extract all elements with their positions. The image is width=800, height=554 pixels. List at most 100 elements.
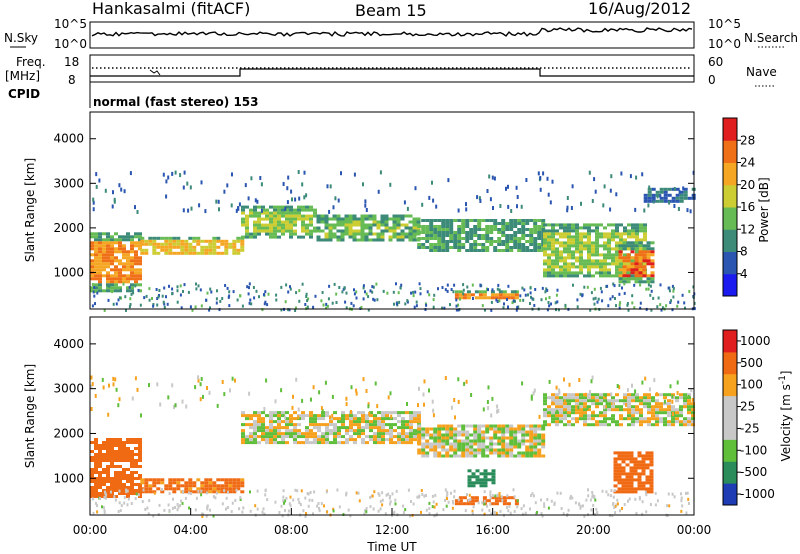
power-cell xyxy=(642,250,647,254)
power-cell xyxy=(94,247,98,251)
power-cell xyxy=(433,237,438,240)
velocity-cell xyxy=(90,474,94,477)
velocity-cell xyxy=(629,457,634,461)
velocity-cell xyxy=(583,417,587,421)
velocity-cell xyxy=(613,478,618,482)
power-cell xyxy=(106,256,110,260)
power-cell xyxy=(400,217,405,221)
velocity-cell xyxy=(627,408,631,412)
velocity-cell xyxy=(477,439,482,443)
power-cell xyxy=(412,232,417,236)
velocity-cell xyxy=(289,417,293,421)
power-speckle-cell xyxy=(165,194,168,199)
velocity-cell xyxy=(482,496,487,500)
velocity-cell xyxy=(687,408,691,412)
velocity-cell xyxy=(637,475,642,479)
power-cell xyxy=(293,220,297,224)
velocity-cell xyxy=(679,420,683,424)
power-cell xyxy=(489,231,494,234)
velocity-noise-cell xyxy=(493,510,496,514)
power-cell xyxy=(172,245,177,249)
power-speckle-cell xyxy=(332,205,335,210)
velocity-cell xyxy=(625,454,630,458)
velocity-cell xyxy=(333,417,337,421)
velocity-speckle-cell xyxy=(197,375,200,380)
power-ylabel: Slant Range [km] xyxy=(23,158,37,262)
power-cell xyxy=(336,217,341,221)
velocity-cell xyxy=(645,463,650,467)
velocity-cell xyxy=(373,417,377,421)
velocity-cell xyxy=(317,429,321,433)
velocity-cell xyxy=(122,441,126,444)
power-noise-cell xyxy=(564,303,567,307)
velocity-cell xyxy=(663,408,667,412)
power-cell xyxy=(376,223,381,227)
power-noise-cell xyxy=(163,286,166,290)
velocity-cell xyxy=(679,423,683,427)
velocity-cell xyxy=(466,502,471,506)
power-cell xyxy=(102,247,106,251)
velocity-cell xyxy=(649,454,654,458)
velocity-noise-cell xyxy=(513,509,516,513)
velocity-cell xyxy=(321,414,325,418)
power-noise-cell xyxy=(645,287,648,291)
velocity-cell xyxy=(140,490,145,494)
power-cell xyxy=(575,247,579,251)
power-noise-cell xyxy=(372,297,375,301)
power-cell xyxy=(571,274,575,278)
velocity-speckle-cell xyxy=(551,401,554,406)
power-speckle-cell xyxy=(329,184,332,189)
power-cell xyxy=(567,247,571,251)
power-noise-cell xyxy=(516,305,519,309)
velocity-cell xyxy=(493,424,498,428)
power-noise-cell xyxy=(376,298,379,302)
power-noise-cell xyxy=(453,283,456,287)
velocity-cell xyxy=(321,438,325,442)
power-noise-cell xyxy=(248,301,251,305)
power-cell xyxy=(671,187,676,191)
power-cell xyxy=(152,251,157,255)
velocity-cell xyxy=(134,477,138,480)
velocity-cell xyxy=(555,399,559,403)
power-noise-cell xyxy=(139,303,142,307)
velocity-cell xyxy=(269,426,273,430)
velocity-cell xyxy=(501,433,506,437)
power-noise-cell xyxy=(252,286,255,289)
power-cell xyxy=(630,268,635,272)
velocity-cell xyxy=(94,468,98,471)
power-noise-cell xyxy=(650,289,653,293)
power-cell xyxy=(537,234,542,237)
power-noise-cell xyxy=(555,308,557,312)
power-speckle-cell xyxy=(406,206,409,211)
velocity-noise-cell xyxy=(445,495,448,499)
power-cell xyxy=(509,240,514,243)
power-cell xyxy=(501,228,506,231)
power-cell xyxy=(543,241,547,245)
velocity-cell xyxy=(341,435,345,439)
power-noise-cell xyxy=(484,308,486,312)
velocity-noise-cell xyxy=(317,502,320,505)
velocity-speckle-cell xyxy=(200,377,203,381)
power-cell xyxy=(445,219,450,222)
velocity-cell xyxy=(595,393,599,397)
power-cell xyxy=(514,290,519,294)
power-cell xyxy=(634,280,639,284)
velocity-cell xyxy=(397,438,401,442)
velocity-cell xyxy=(188,481,193,485)
power-cell xyxy=(293,217,297,221)
power-cell xyxy=(505,237,510,240)
velocity-noise-cell xyxy=(239,498,242,501)
velocity-cell xyxy=(501,424,506,428)
velocity-cell xyxy=(575,402,579,406)
velocity-noise-cell xyxy=(407,488,410,492)
power-cell xyxy=(635,223,639,227)
velocity-cell xyxy=(563,423,567,427)
power-speckle-cell xyxy=(204,209,207,214)
power-cell xyxy=(615,271,619,275)
velocity-cell xyxy=(631,423,635,427)
power-cell xyxy=(152,236,157,240)
power-cell xyxy=(441,246,446,249)
velocity-cell xyxy=(631,405,635,409)
power-cell xyxy=(579,241,583,245)
power-cell xyxy=(152,248,157,252)
